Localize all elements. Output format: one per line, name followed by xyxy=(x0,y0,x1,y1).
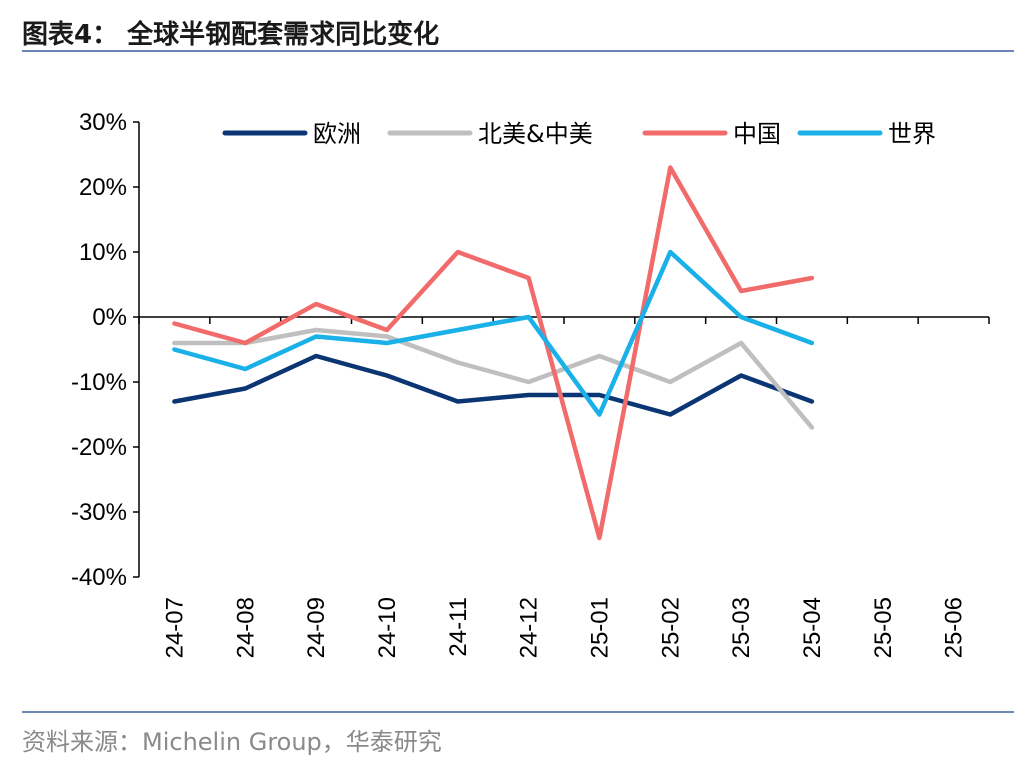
y-tick-label: 10% xyxy=(79,239,127,266)
x-tick-label: 24-11 xyxy=(445,597,472,657)
legend-label: 欧洲 xyxy=(313,120,361,148)
y-tick-label: -40% xyxy=(71,564,127,591)
x-tick-label: 25-06 xyxy=(941,597,968,658)
legend-label: 中国 xyxy=(733,120,781,148)
series-line-中国 xyxy=(172,165,815,541)
series-lines xyxy=(172,165,815,541)
x-tick-label: 25-05 xyxy=(870,597,897,658)
series-line-北美&中美 xyxy=(172,327,815,430)
footer-divider xyxy=(22,711,1014,713)
x-axis-ticks: 24-07 24-08 24-09 24-10 24-11 24-12 25-01 25-02… xyxy=(138,317,990,658)
x-tick-label: 25-01 xyxy=(586,597,613,658)
x-tick-label: 24-12 xyxy=(516,597,543,658)
x-tick-label: 24-10 xyxy=(374,597,401,658)
series-line-世界 xyxy=(172,249,815,417)
x-tick-label: 25-04 xyxy=(799,597,826,658)
y-tick-label: 20% xyxy=(79,174,127,201)
x-tick-label: 24-09 xyxy=(303,597,330,658)
y-axis-ticks: 30% 20% 10% 0% -10% -20% -30% -40% xyxy=(71,109,139,591)
y-tick-label: 0% xyxy=(92,304,127,331)
y-tick-label: -20% xyxy=(71,434,127,461)
legend-label: 世界 xyxy=(888,120,936,148)
axes xyxy=(138,122,989,577)
x-tick-label: 24-08 xyxy=(232,597,259,658)
y-tick-label: -30% xyxy=(71,499,127,526)
series-line-欧洲 xyxy=(172,353,815,417)
title-divider xyxy=(22,50,1014,52)
y-tick-label: -10% xyxy=(71,369,127,396)
source-note: 资料来源：Michelin Group，华泰研究 xyxy=(22,728,442,756)
y-tick-label: 30% xyxy=(79,109,127,136)
x-tick-label: 25-02 xyxy=(657,597,684,658)
legend-label: 北美&中美 xyxy=(478,120,593,148)
legend: 欧洲 北美&中美 中国 世界 xyxy=(222,120,936,148)
x-tick-label: 25-03 xyxy=(728,597,755,658)
x-tick-label: 24-07 xyxy=(161,597,188,658)
chart-title: 图表4： 全球半钢配套需求同比变化 xyxy=(22,20,440,50)
